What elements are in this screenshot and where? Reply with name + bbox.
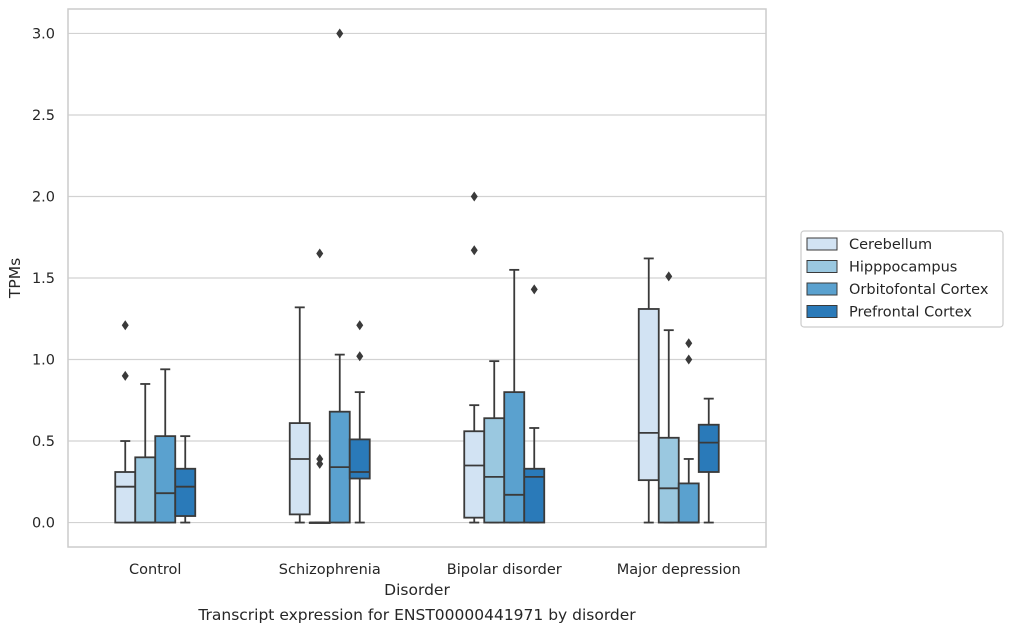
box-group [114, 320, 137, 524]
y-axis-title: TPMs [6, 258, 24, 299]
legend-label: Cerebellum [849, 237, 932, 253]
y-tick-label: 1.0 [32, 353, 55, 369]
box-group [463, 191, 486, 524]
x-tick-label: Schizophrenia [279, 562, 381, 578]
box-group [288, 306, 311, 524]
box-body [134, 456, 157, 524]
x-axis-title: Disorder [384, 581, 450, 599]
box-group [308, 248, 331, 524]
box-body [523, 467, 546, 524]
legend-label: Hipppocampus [849, 260, 957, 276]
legend-swatch [806, 260, 838, 273]
y-tick-label: 0.5 [32, 434, 55, 450]
outlier-point [121, 320, 129, 331]
box-body [348, 438, 371, 480]
outlier-point [121, 370, 129, 381]
box-group [348, 320, 371, 524]
box-body [483, 417, 506, 524]
outlier-point [685, 354, 693, 365]
outlier-point [356, 351, 364, 362]
x-axis-ticks: Control Schizophrenia Bipolar disorder Majo… [129, 562, 741, 578]
y-tick-label: 2.5 [32, 108, 55, 124]
legend-swatch [806, 305, 838, 318]
box-group [134, 383, 157, 524]
legend-label: Orbitofontal Cortex [849, 282, 989, 298]
box-body [677, 482, 700, 524]
box-group [523, 284, 546, 524]
box-body [174, 467, 197, 517]
box-body [697, 423, 720, 473]
y-tick-label: 2.0 [32, 189, 55, 205]
outlier-point [685, 338, 693, 349]
grid-lines [68, 32, 766, 524]
box-body [503, 391, 526, 524]
legend-label: Prefrontal Cortex [849, 305, 972, 321]
box-body [463, 430, 486, 519]
outlier-point [470, 191, 478, 202]
box-body [288, 422, 311, 516]
outlier-point [316, 248, 324, 259]
x-tick-label: Bipolar disorder [447, 562, 562, 578]
y-tick-label: 1.5 [32, 271, 55, 287]
outlier-point [336, 28, 344, 39]
y-axis-ticks: 0.0 0.5 1.0 1.5 2.0 2.5 3.0 [32, 26, 55, 531]
y-tick-label: 3.0 [32, 26, 55, 42]
box-group [637, 257, 660, 524]
outlier-point [530, 284, 538, 295]
box-body [154, 435, 177, 524]
box-group [657, 271, 680, 524]
box-group [677, 338, 700, 524]
outlier-point [665, 271, 673, 282]
y-tick-label: 0.0 [32, 516, 55, 532]
box-group [483, 360, 506, 524]
legend-swatch [806, 282, 838, 296]
box-group [174, 435, 197, 524]
box-group [154, 368, 177, 524]
box-group [328, 28, 351, 524]
figure-caption: Transcript expression for ENST0000044197… [198, 606, 636, 624]
outlier-point [470, 245, 478, 256]
legend-swatch [806, 237, 838, 251]
outlier-point [316, 453, 324, 464]
legend-frame [800, 230, 1004, 328]
box-group [697, 397, 720, 524]
x-tick-label: Control [129, 562, 181, 578]
box-body [114, 471, 137, 524]
box-body [637, 308, 660, 482]
plot-area-frame [67, 8, 767, 548]
box-body [657, 436, 680, 524]
box-series [114, 28, 720, 524]
outlier-point [356, 320, 364, 331]
x-tick-label: Major depression [617, 562, 741, 578]
box-group [503, 268, 526, 524]
legend: Cerebellum Hipppocampus Orbitofontal Corte… [800, 230, 1004, 328]
